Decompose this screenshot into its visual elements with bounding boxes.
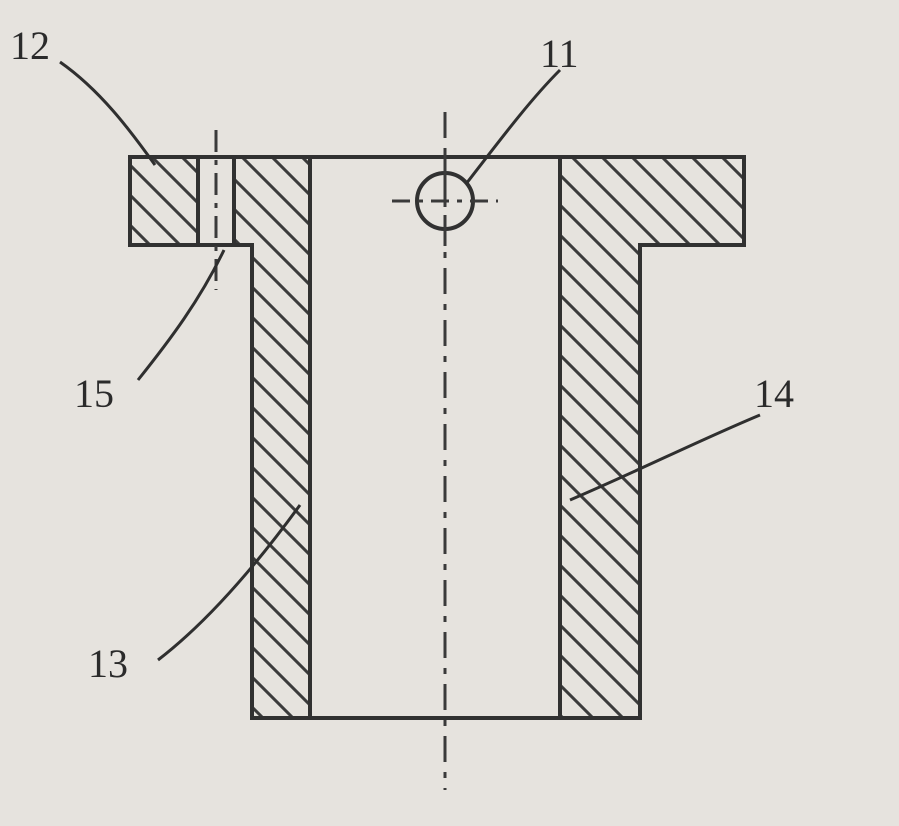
leader-14 (570, 415, 760, 500)
label-11: 11 (540, 30, 579, 77)
leader-15 (138, 250, 224, 380)
label-15: 15 (74, 370, 114, 417)
label-12: 12 (10, 22, 50, 69)
part-outline (130, 157, 744, 718)
label-13: 13 (88, 640, 128, 687)
leaders (60, 62, 760, 660)
leader-12 (60, 62, 155, 165)
section-hatch (120, 0, 750, 826)
leader-11 (466, 70, 560, 184)
label-14: 14 (754, 370, 794, 417)
